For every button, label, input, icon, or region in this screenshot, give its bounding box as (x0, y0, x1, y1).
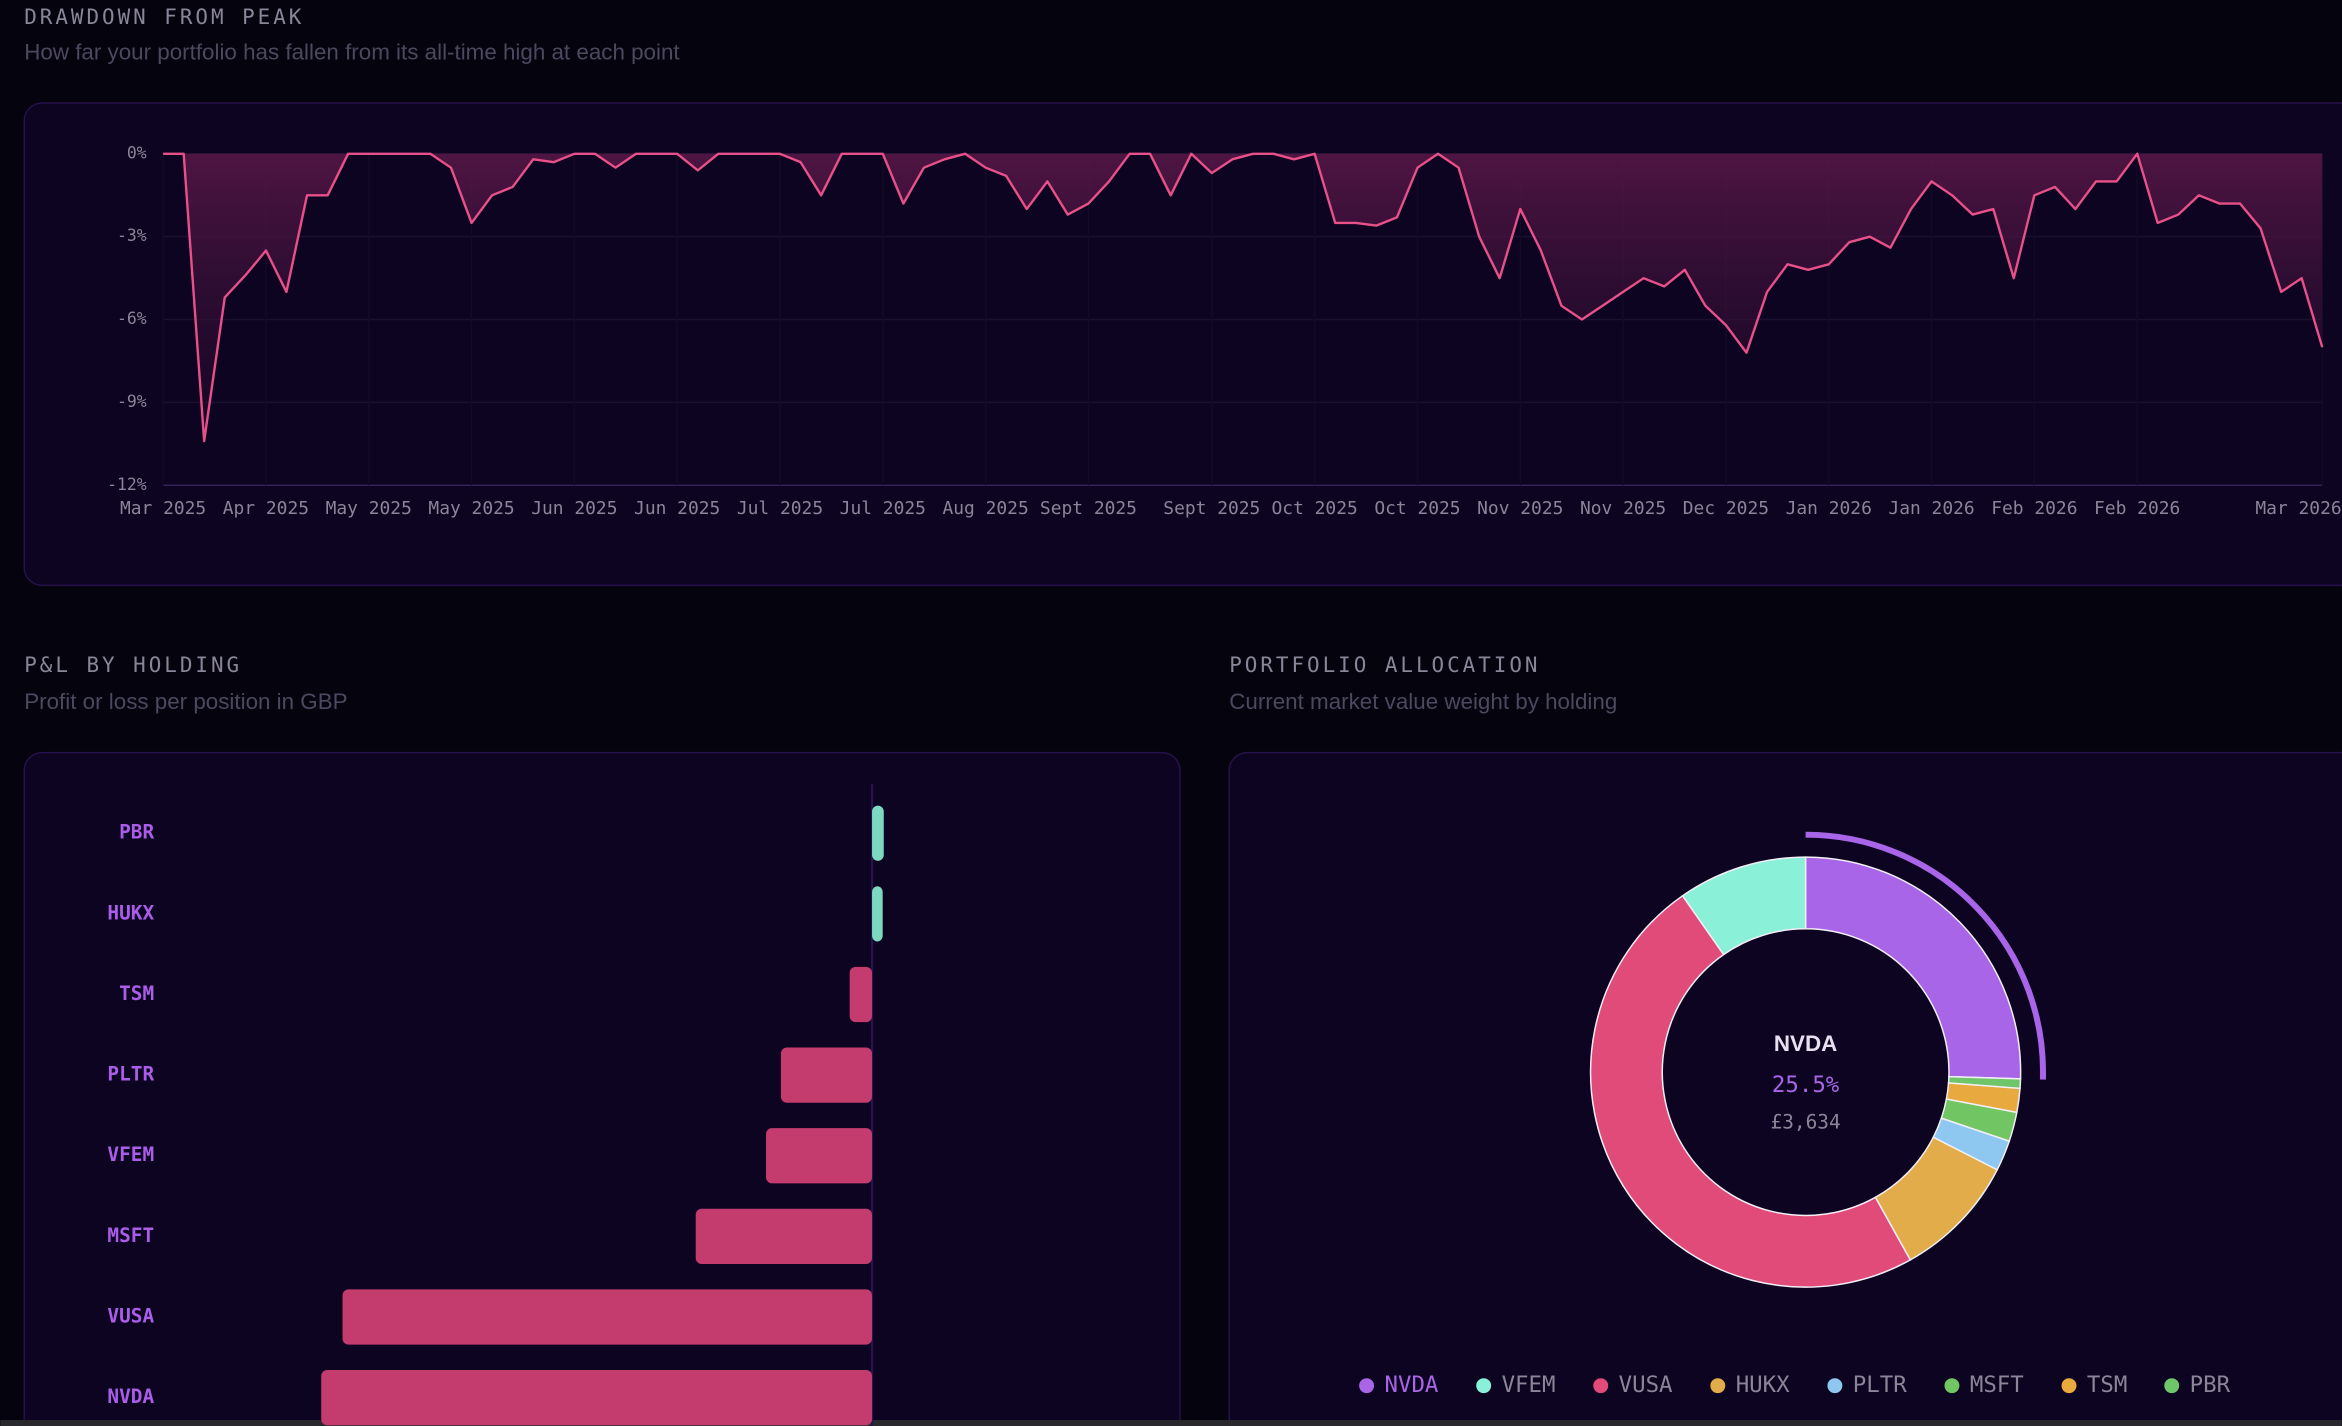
bottom-bar (0, 1420, 2342, 1426)
x-tick-label: Apr 2025 (223, 498, 309, 519)
y-tick-label: -12% (107, 475, 147, 494)
bar (342, 1289, 873, 1345)
legend-label: HUKX (1736, 1372, 1790, 1398)
legend-dot (2061, 1378, 2077, 1394)
legend-label: VFEM (1502, 1372, 1556, 1398)
section-title: P&L BY HOLDING (24, 653, 242, 677)
panel (1228, 751, 2342, 1426)
legend-label: TSM (2087, 1372, 2127, 1398)
x-tick-label: May 2025 (326, 498, 412, 519)
x-tick-label: Aug 2025 (943, 498, 1029, 519)
x-tick-label: Jan 2026 (1786, 498, 1872, 519)
donut-slice (1804, 856, 2022, 1080)
x-tick-label: Sept 2025 (1163, 498, 1260, 519)
y-tick-label: -6% (117, 309, 147, 328)
x-tick-label: Jul 2025 (737, 498, 823, 519)
x-tick-label: Jul 2025 (840, 498, 926, 519)
x-tick-label: Jun 2025 (531, 498, 617, 519)
section-subtitle: How far your portfolio has fallen from i… (24, 40, 680, 65)
legend-dot (2164, 1378, 2180, 1394)
x-tick-label: Jan 2026 (1888, 498, 1974, 519)
y-tick-label: NVDA (107, 1385, 154, 1408)
legend-dot (1827, 1378, 1843, 1394)
legend-dot (1359, 1378, 1375, 1394)
y-tick-label: VFEM (107, 1143, 154, 1166)
legend-label: PLTR (1853, 1372, 1907, 1398)
x-tick-label: Oct 2025 (1374, 498, 1460, 519)
section-subtitle: Current market value weight by holding (1229, 689, 1617, 714)
legend-dot (1944, 1378, 1960, 1394)
x-tick-label: Mar 2026 (2255, 498, 2341, 519)
x-tick-label: Nov 2025 (1580, 498, 1666, 519)
y-tick-label: HUKX (107, 901, 154, 924)
panel (23, 751, 1181, 1426)
bar (872, 886, 883, 942)
bar (849, 966, 873, 1023)
x-tick-label: Dec 2025 (1683, 498, 1769, 519)
section-title: PORTFOLIO ALLOCATION (1229, 653, 1540, 677)
y-tick-label: TSM (119, 982, 154, 1005)
center-percent: 25.5% (1772, 1072, 1840, 1098)
x-tick-label: May 2025 (428, 498, 514, 519)
center-amount: £3,634 (1771, 1110, 1841, 1133)
x-tick-label: Jun 2025 (634, 498, 720, 519)
center-name: NVDA (1774, 1031, 1837, 1056)
bar (321, 1370, 873, 1426)
x-tick-label: Feb 2026 (1991, 498, 2077, 519)
y-tick-label: -3% (117, 226, 147, 245)
legend-label: NVDA (1385, 1372, 1439, 1398)
section-subtitle: Profit or loss per position in GBP (24, 689, 347, 714)
y-tick-label: VUSA (107, 1304, 154, 1327)
x-tick-label: Nov 2025 (1477, 498, 1563, 519)
donut-slice (1947, 1075, 2022, 1090)
x-tick-label: Oct 2025 (1272, 498, 1358, 519)
section-title: DRAWDOWN FROM PEAK (24, 5, 304, 29)
y-tick-label: -9% (117, 392, 147, 411)
highlight-ring (1805, 831, 2046, 1080)
x-tick-label: Feb 2026 (2094, 498, 2180, 519)
y-tick-label: 0% (127, 143, 147, 162)
drawdown-line (163, 152, 2324, 443)
legend-dot (1710, 1378, 1726, 1394)
y-tick-label: PLTR (107, 1063, 154, 1086)
y-tick-label: PBR (119, 821, 154, 844)
x-tick-label: Mar 2025 (120, 498, 206, 519)
bar (766, 1128, 873, 1184)
legend-dot (1476, 1378, 1492, 1394)
legend-label: MSFT (1970, 1372, 2024, 1398)
bar (695, 1208, 873, 1264)
bar (872, 805, 884, 861)
x-tick-label: Sept 2025 (1040, 498, 1137, 519)
legend-dot (1593, 1378, 1609, 1394)
bar (780, 1047, 873, 1103)
donut-slice (1589, 894, 1912, 1288)
drawdown-area (163, 153, 2323, 442)
legend-label: PBR (2190, 1372, 2231, 1398)
y-tick-label: MSFT (107, 1224, 154, 1247)
legend-label: VUSA (1619, 1372, 1673, 1398)
